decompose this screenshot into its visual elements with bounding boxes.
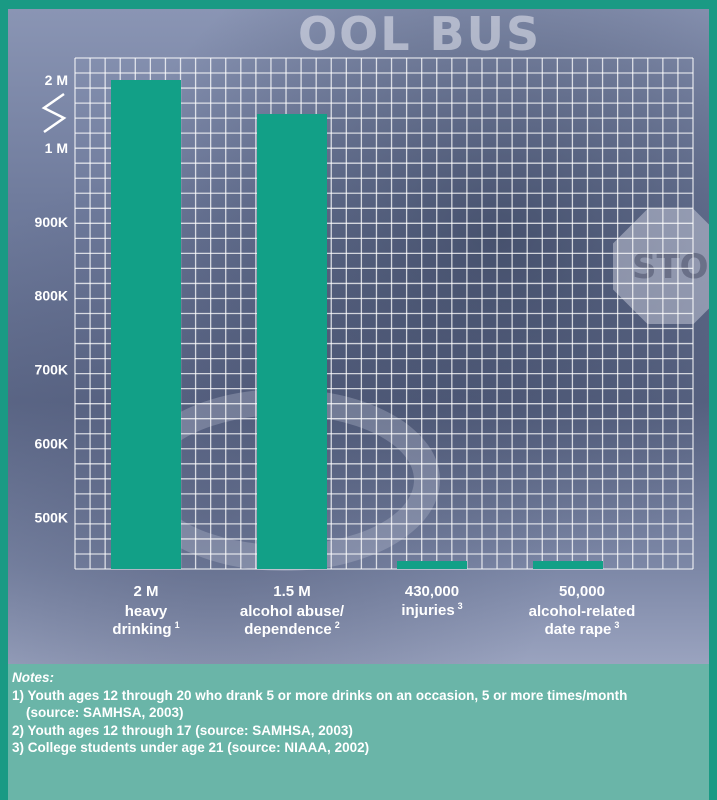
- school-bus-sign: OOL BUS: [298, 9, 542, 61]
- y-tick-label: 1 M: [45, 140, 68, 156]
- footnote-mark: 3: [614, 620, 619, 630]
- value-label: 430,000: [405, 583, 459, 600]
- axis-break-icon: [41, 92, 67, 134]
- y-tick-label: 600K: [35, 435, 68, 451]
- footnote-mark: 3: [458, 601, 463, 611]
- category-label: heavy: [125, 603, 168, 620]
- bar: [111, 80, 181, 569]
- y-tick-label: 800K: [35, 288, 68, 304]
- y-tick-label: 900K: [35, 214, 68, 230]
- bar: [533, 561, 603, 569]
- notes-title: Notes:: [12, 670, 55, 685]
- y-tick-label: 2 M: [45, 72, 68, 88]
- bar-chart: 2 M 1 M 900K 800K 700K 600K 500K 2 M heavydrinki…: [35, 57, 694, 638]
- note-1-source: (source: SAMHSA, 2003): [26, 705, 184, 720]
- y-tick-label: 500K: [35, 509, 68, 525]
- value-label: 1.5 M: [273, 583, 311, 600]
- value-label: 50,000: [559, 583, 605, 600]
- note-3: 3) College students under age 21 (source…: [12, 740, 370, 755]
- value-label: 2 M: [133, 583, 158, 600]
- category-label: injuries 3: [401, 601, 462, 619]
- footnote-mark: 2: [335, 620, 340, 630]
- footnote-mark: 1: [175, 620, 180, 630]
- note-2: 2) Youth ages 12 through 17 (source: SAM…: [12, 723, 353, 738]
- note-1: 1) Youth ages 12 through 20 who drank 5 …: [12, 688, 628, 703]
- category-label: drinking 1: [112, 620, 179, 638]
- notes-panel: Notes: 1) Youth ages 12 through 20 who d…: [8, 664, 709, 800]
- bar: [257, 114, 327, 569]
- y-tick-label: 700K: [35, 362, 68, 378]
- category-label: alcohol-related: [529, 603, 636, 620]
- bar: [397, 561, 467, 569]
- category-label: alcohol abuse/: [240, 603, 345, 620]
- category-label: date rape 3: [545, 620, 620, 638]
- category-label: dependence 2: [244, 620, 340, 638]
